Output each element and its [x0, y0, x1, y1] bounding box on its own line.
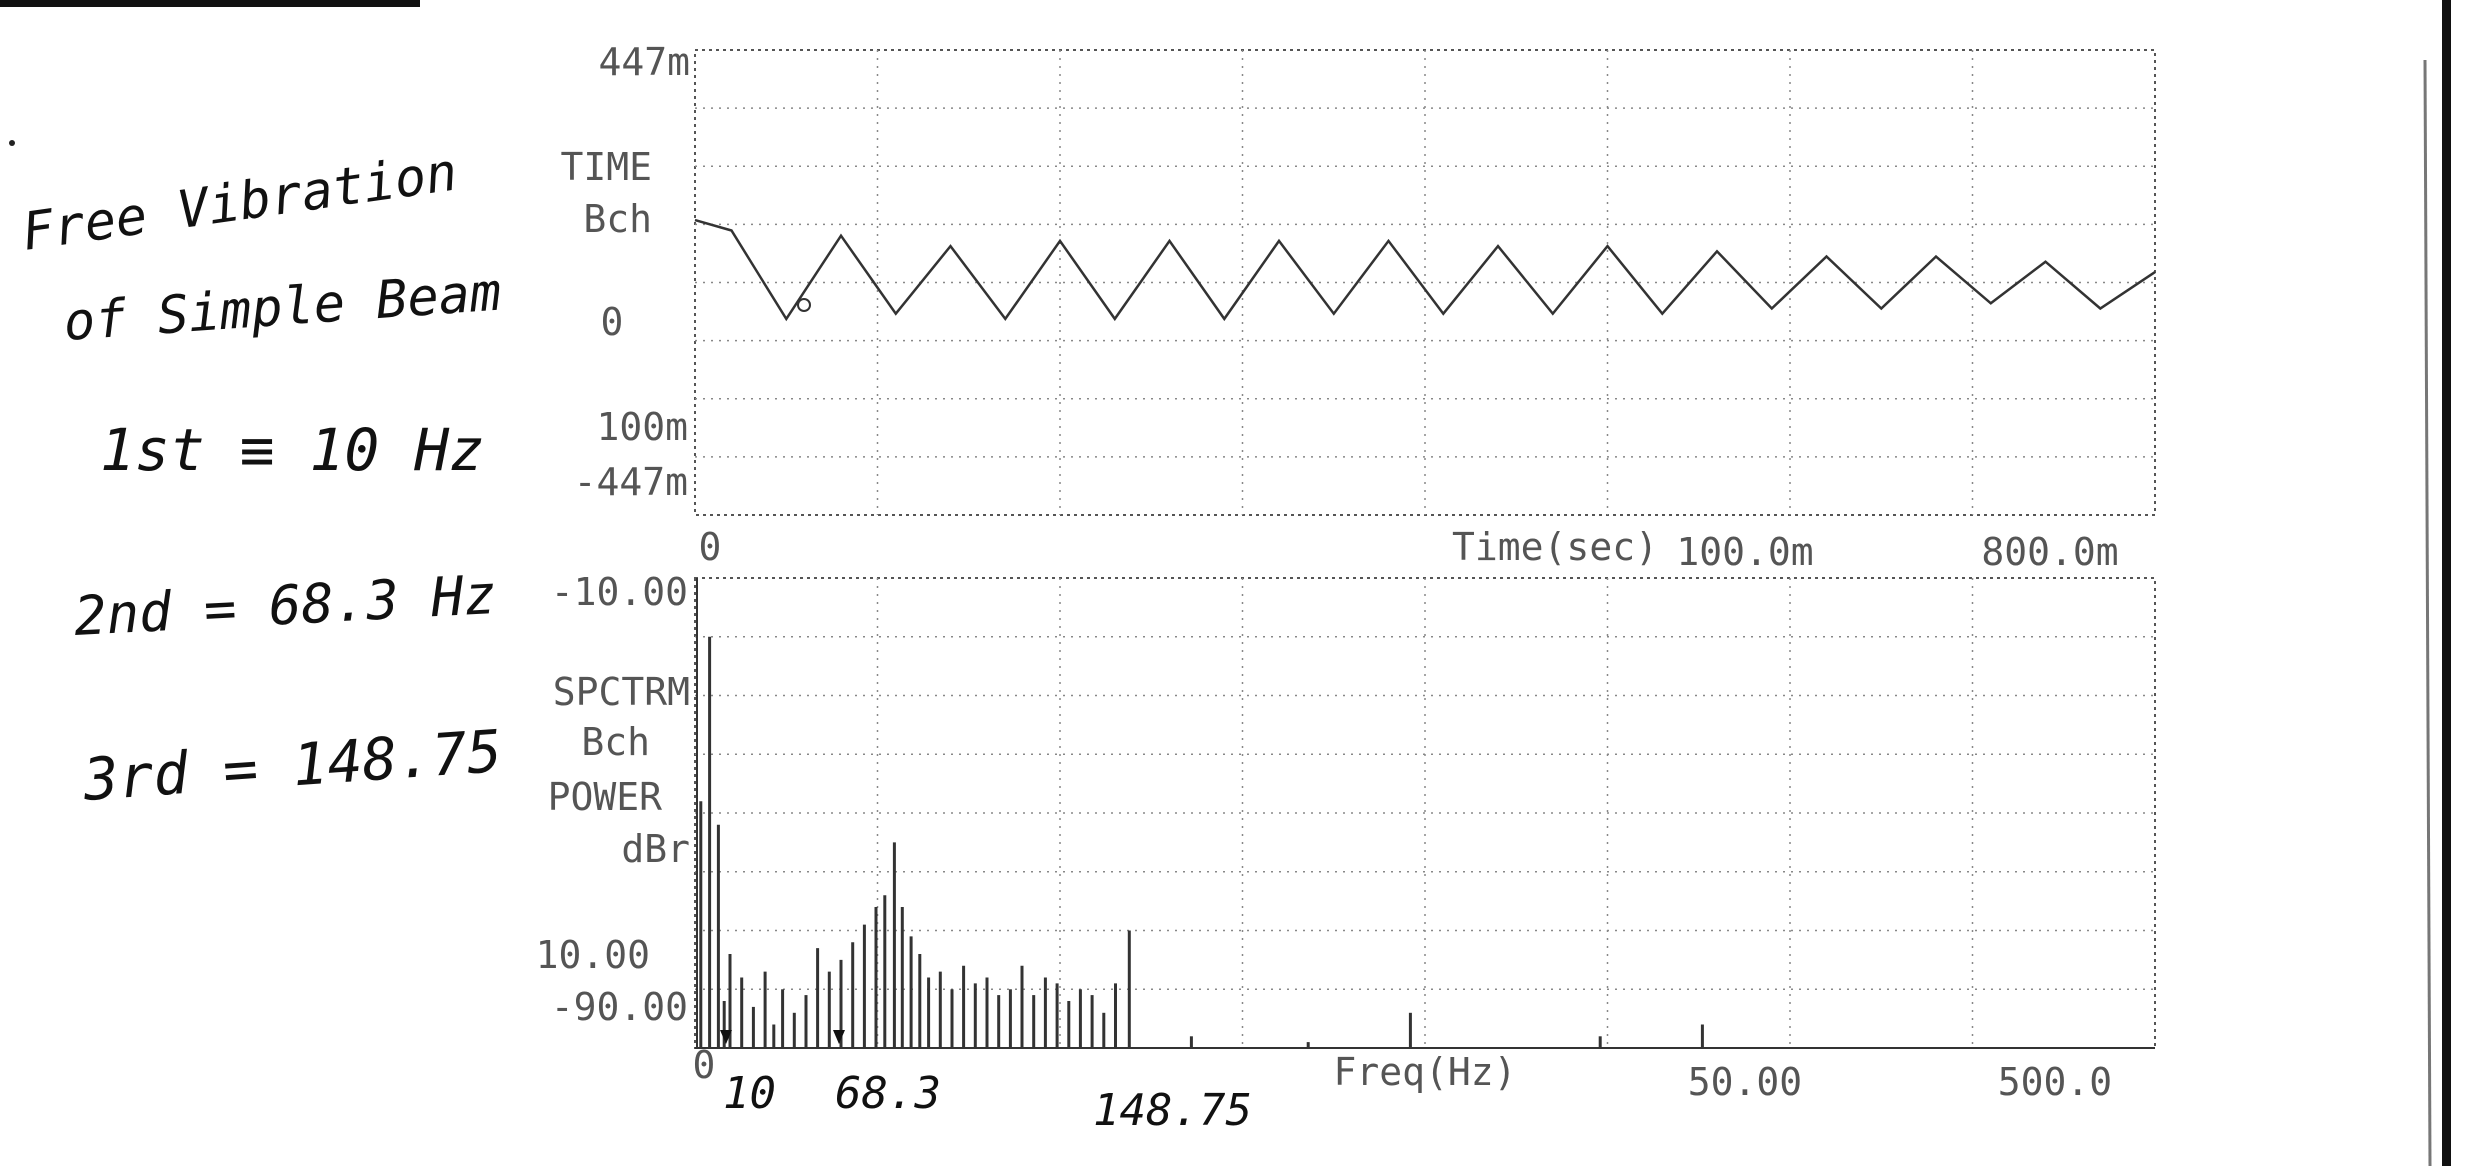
scan-right-edge — [2442, 0, 2451, 1166]
time-grid — [695, 50, 2155, 515]
time-waveform-line — [694, 218, 2156, 322]
handwritten-notes: Free Vibration of Simple Beam 1st ≡ 10 H… — [18, 142, 504, 814]
peak3-annotation: 148.75 — [1093, 1085, 1252, 1136]
peak2-arrow — [833, 1030, 845, 1044]
spectrum-x-delta-label: 50.00 — [1688, 1060, 1802, 1104]
peak2-annotation: 68.3 — [835, 1068, 941, 1119]
peak-annotations: 10 68.3 148.75 — [723, 1068, 1252, 1136]
peak-arrows — [720, 1030, 845, 1044]
scan-top-edge — [0, 0, 420, 7]
scan-right-edge-faint — [2423, 59, 2432, 1167]
spectrum-x-axis-label: Freq(Hz) — [1333, 1050, 1516, 1094]
time-mode-label: TIME — [560, 145, 652, 189]
spectrum-top-label: -10.00 — [551, 570, 688, 614]
time-x-start-label: 0 — [699, 525, 722, 569]
time-scale-label: 100m — [596, 405, 688, 449]
spectrum-channel-label: Bch — [581, 720, 650, 764]
note-title-line1: Free Vibration — [18, 142, 460, 262]
note-mode1: 1st ≡ 10 Hz — [100, 416, 484, 484]
scan-speck — [9, 140, 15, 146]
time-x-end-label: 800.0m — [1981, 530, 2118, 574]
peak1-arrow — [720, 1030, 732, 1044]
spectrum-grid — [695, 578, 2155, 1048]
spectrum-bars — [699, 636, 1704, 1048]
spectrum-x-start-label: 0 — [693, 1043, 716, 1087]
time-top-label: 447m — [598, 40, 690, 84]
note-title-line2: of Simple Beam — [62, 263, 503, 353]
time-x-delta-label: 100.0m — [1676, 530, 1813, 574]
peak1-annotation: 10 — [723, 1068, 776, 1119]
note-mode3: 3rd = 148.75 — [80, 717, 504, 814]
spectrum-unit-label: dBr — [621, 827, 690, 871]
time-x-axis-label: Time(sec) — [1452, 525, 1658, 569]
time-panel: 447m TIME Bch 0 100m -447m 0 Time(sec) 1… — [560, 40, 2156, 574]
time-zero-label: 0 — [601, 300, 624, 344]
time-cursor-marker — [797, 298, 811, 312]
spectrum-quantity-label: POWER — [548, 775, 663, 819]
spectrum-panel: -10.00 SPCTRM Bch POWER dBr 10.00 -90.00… — [536, 570, 2156, 1136]
time-channel-label: Bch — [583, 197, 652, 241]
spectrum-bottom-label: -90.00 — [551, 985, 688, 1029]
time-bottom-label: -447m — [574, 460, 688, 504]
spectrum-scale-label: 10.00 — [536, 933, 650, 977]
spectrum-x-end-label: 500.0 — [1998, 1060, 2112, 1104]
spectrum-mode-label: SPCTRM — [553, 670, 690, 714]
note-mode2: 2nd = 68.3 Hz — [72, 563, 497, 648]
